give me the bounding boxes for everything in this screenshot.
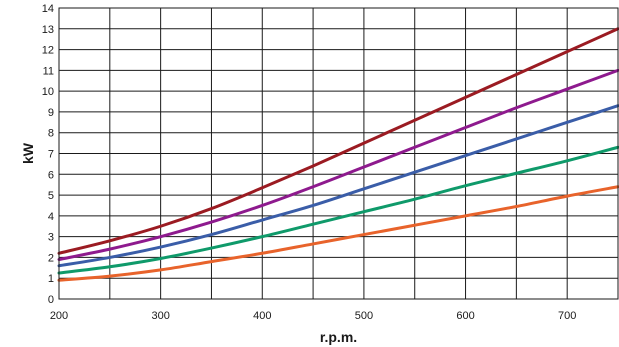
- x-tick-labels: 200 300 400 500 600 700: [50, 310, 577, 322]
- series-line-2: [57, 68, 619, 262]
- x-tick-label: 400: [253, 310, 271, 322]
- y-tick-label: 3: [48, 232, 54, 244]
- x-tick-label: 500: [355, 310, 373, 322]
- y-axis-title: kW: [20, 142, 36, 164]
- series-line-3: [57, 104, 619, 268]
- y-tick-label: 13: [42, 24, 54, 36]
- y-tick-label: 6: [48, 169, 54, 181]
- x-tick-label: 300: [151, 310, 169, 322]
- x-tick-label: 200: [50, 310, 68, 322]
- y-tick-label: 7: [48, 149, 54, 161]
- y-tick-label: 10: [42, 86, 54, 98]
- series-line-5: [57, 185, 619, 282]
- series-layer: [57, 27, 619, 282]
- y-tick-label: 12: [42, 45, 54, 57]
- y-tick-label: 8: [48, 128, 54, 140]
- y-tick-label: 9: [48, 107, 54, 119]
- y-tick-label: 11: [43, 65, 54, 77]
- y-tick-label: 5: [48, 190, 54, 202]
- series-line-1: [57, 27, 619, 255]
- x-axis-title: r.p.m.: [320, 329, 357, 345]
- y-tick-label: 0: [48, 294, 54, 306]
- y-tick-label: 4: [48, 211, 54, 223]
- plot-frame: [58, 7, 619, 300]
- x-tick-label: 700: [558, 310, 576, 322]
- x-tick-label: 600: [456, 310, 474, 322]
- y-tick-label: 1: [48, 273, 54, 285]
- series-line-4: [57, 145, 619, 275]
- y-tick-label: 14: [42, 3, 54, 15]
- grid: [59, 8, 618, 299]
- y-tick-label: 2: [48, 252, 54, 264]
